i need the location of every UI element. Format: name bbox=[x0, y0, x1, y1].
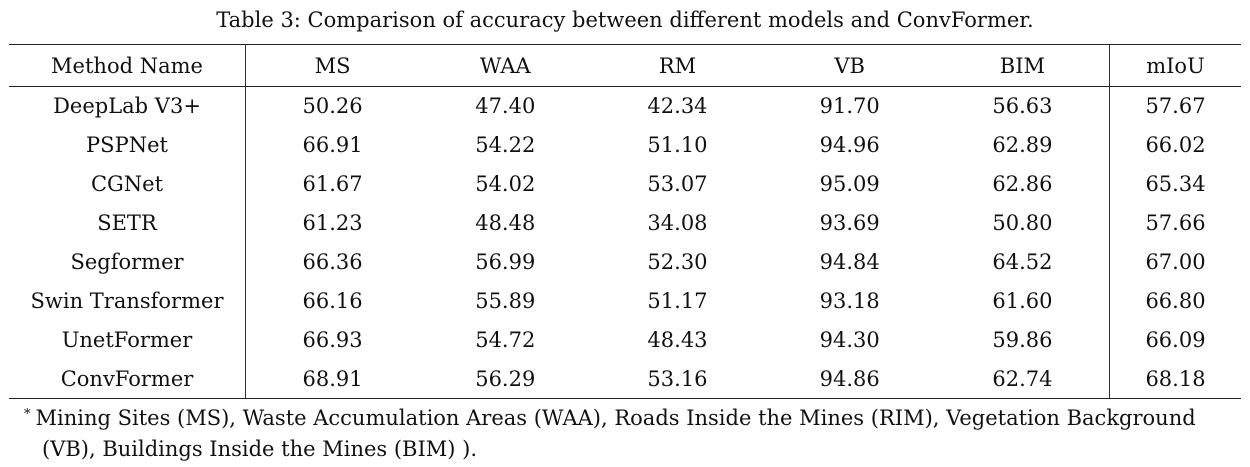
cell-bim: 62.86 bbox=[992, 172, 1053, 196]
table-footnote: * Mining Sites (MS), Waste Accumulation A… bbox=[24, 403, 1242, 465]
cell-bim: 56.63 bbox=[992, 94, 1053, 119]
cell-miou: 66.02 bbox=[1109, 125, 1241, 165]
cell-vb: 94.96 bbox=[819, 133, 880, 157]
table-row: ConvFormer 68.91 56.29 53.16 94.86 62.74 68.18 bbox=[9, 359, 1241, 399]
cell-bim: 64.52 bbox=[992, 250, 1053, 274]
cell-waa: 55.89 bbox=[475, 289, 536, 313]
table-row: Segformer 66.36 56.99 52.30 94.84 64.52 67.00 bbox=[9, 242, 1241, 282]
cell-vb: 93.69 bbox=[819, 211, 880, 235]
footnote-line-2: (VB), Buildings Inside the Mines (BIM) )… bbox=[42, 437, 478, 461]
table-row: PSPNet 66.91 54.22 51.10 94.96 62.89 66.02 bbox=[9, 125, 1241, 165]
cell-ms: 61.23 bbox=[302, 211, 363, 235]
cell-vb: 93.18 bbox=[819, 289, 880, 313]
cell-bim: 61.60 bbox=[992, 289, 1053, 313]
header-method-name: Method Name bbox=[9, 44, 246, 87]
cell-ms: 66.93 bbox=[302, 328, 363, 352]
cell-waa: 47.40 bbox=[475, 94, 536, 119]
cell-ms: 50.26 bbox=[302, 94, 363, 119]
cell-miou: 66.09 bbox=[1109, 320, 1241, 360]
cell-rm: 53.07 bbox=[647, 172, 708, 196]
cell-vb: 94.30 bbox=[819, 328, 880, 352]
cell-method-name: UnetFormer bbox=[9, 320, 246, 360]
cell-ms: 68.91 bbox=[245, 359, 420, 399]
cell-method-name: PSPNet bbox=[9, 125, 246, 165]
table-row: DeepLab V3+ 50.26 47.40 42.34 91.70 56.63 57.6… bbox=[9, 86, 1241, 126]
header-ms: MS bbox=[245, 44, 420, 87]
cell-bim: 62.89 bbox=[992, 133, 1053, 157]
cell-method-name: Swin Transformer bbox=[9, 281, 246, 321]
table-row: SETR 61.23 48.48 34.08 93.69 50.80 57.66 bbox=[9, 203, 1241, 243]
cell-rm: 52.30 bbox=[647, 250, 708, 274]
cell-vb: 95.09 bbox=[819, 172, 880, 196]
header-vb: VB bbox=[763, 44, 936, 87]
cell-miou: 68.18 bbox=[1109, 359, 1241, 399]
cell-miou: 66.80 bbox=[1109, 281, 1241, 321]
table-row: CGNet 61.67 54.02 53.07 95.09 62.86 65.34 bbox=[9, 164, 1241, 204]
header-bim: BIM bbox=[935, 44, 1110, 87]
cell-rm: 34.08 bbox=[647, 211, 708, 235]
results-table: Method Name MS WAA RM VB BIM mIoU DeepLa… bbox=[9, 44, 1241, 399]
cell-waa: 54.02 bbox=[475, 172, 536, 196]
cell-waa: 54.72 bbox=[475, 328, 536, 352]
table-row: UnetFormer 66.93 54.72 48.43 94.30 59.86 66.09 bbox=[9, 320, 1241, 360]
table-caption: Table 3: Comparison of accuracy between … bbox=[216, 8, 1034, 32]
cell-ms: 61.67 bbox=[302, 172, 363, 196]
cell-miou: 65.34 bbox=[1109, 164, 1241, 204]
table-row: Swin Transformer 66.16 55.89 51.17 93.18 61.6… bbox=[9, 281, 1241, 321]
cell-waa: 54.22 bbox=[475, 133, 536, 157]
cell-vb: 94.84 bbox=[819, 250, 880, 274]
cell-miou: 67.00 bbox=[1109, 242, 1241, 282]
cell-method-name: CGNet bbox=[9, 164, 246, 204]
cell-rm: 53.16 bbox=[591, 359, 764, 399]
cell-method-name: DeepLab V3+ bbox=[9, 86, 246, 126]
cell-rm: 42.34 bbox=[647, 94, 708, 119]
cell-waa: 56.29 bbox=[419, 359, 592, 399]
cell-ms: 66.36 bbox=[302, 250, 363, 274]
header-miou: mIoU bbox=[1109, 44, 1241, 87]
cell-bim: 62.74 bbox=[935, 359, 1110, 399]
cell-vb: 91.70 bbox=[819, 94, 880, 119]
cell-method-name: SETR bbox=[9, 203, 246, 243]
cell-waa: 48.48 bbox=[475, 211, 536, 235]
cell-rm: 48.43 bbox=[647, 328, 708, 352]
footnote-line-1: Mining Sites (MS), Waste Accumulation Ar… bbox=[35, 406, 1196, 430]
footnote-marker: * bbox=[24, 407, 31, 422]
header-waa: WAA bbox=[419, 44, 592, 87]
cell-vb: 94.86 bbox=[763, 359, 936, 399]
cell-method-name: ConvFormer bbox=[9, 359, 246, 399]
header-rm: RM bbox=[591, 44, 764, 87]
cell-miou: 57.67 bbox=[1109, 86, 1241, 126]
cell-method-name: Segformer bbox=[9, 242, 246, 282]
table-header-row: Method Name MS WAA RM VB BIM mIoU bbox=[9, 44, 1241, 87]
cell-miou: 57.66 bbox=[1109, 203, 1241, 243]
cell-ms: 66.16 bbox=[302, 289, 363, 313]
cell-rm: 51.17 bbox=[647, 289, 708, 313]
table-body: DeepLab V3+ 50.26 47.40 42.34 91.70 56.63 57.6… bbox=[9, 86, 1241, 399]
cell-ms: 66.91 bbox=[302, 133, 363, 157]
cell-bim: 50.80 bbox=[992, 211, 1053, 235]
cell-bim: 59.86 bbox=[992, 328, 1053, 352]
cell-rm: 51.10 bbox=[647, 133, 708, 157]
cell-waa: 56.99 bbox=[475, 250, 536, 274]
